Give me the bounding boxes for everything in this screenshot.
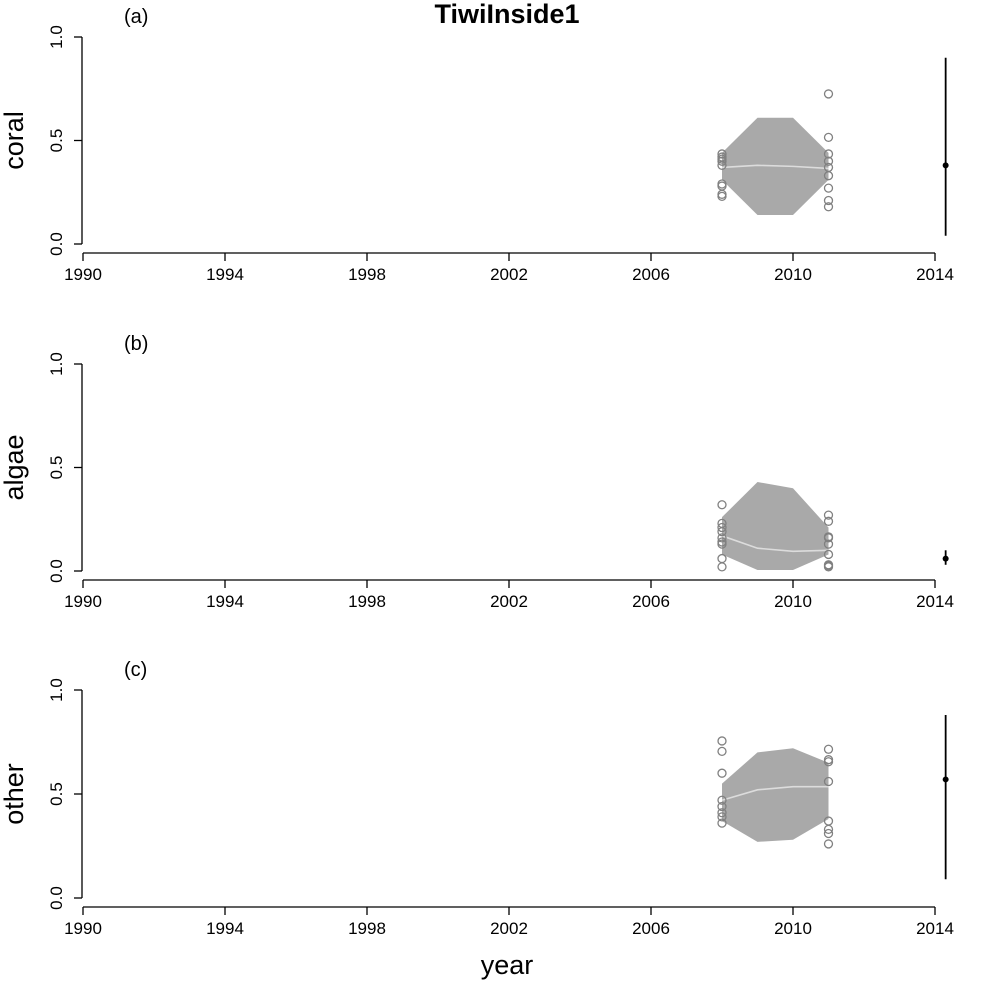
median-line [721,535,829,553]
y-tick-label: 1.0 [47,678,66,702]
y-axis-title: coral [0,111,29,170]
observation-point [717,533,727,543]
x-tick-label: 2002 [490,592,528,611]
observation-point [717,149,727,159]
observation-point [823,539,834,549]
y-tick-label: 0.5 [47,456,66,480]
observation-point [717,795,727,805]
observation-point [717,562,727,572]
observation-point [717,539,727,549]
x-tick-label: 2006 [632,265,670,284]
observation-point [823,195,834,206]
y-tick-label: 0.0 [47,886,66,910]
x-tick-label: 1998 [348,592,386,611]
x-tick-label: 1994 [206,919,244,938]
observation-point [823,516,834,526]
estimate-point [942,776,949,783]
estimate-point [942,555,949,562]
x-tick-label: 2002 [490,265,528,284]
observation-point [717,553,727,564]
panel-coral: (a) 0.0 0.5 1.0 coral 1990 1994 1998 2002 2006 201… [0,6,954,284]
y-tick-label: 0.5 [47,129,66,153]
observation-point [717,160,727,170]
panel-other: (c) 0.0 0.5 1.0 other 1990 1994 1998 2002 2006 201… [0,659,954,938]
credible-band [722,748,829,842]
observation-point [717,768,727,778]
observation-point [823,824,834,835]
observation-point [823,562,834,572]
observation-point [717,818,727,828]
observation-point [717,527,727,537]
observation-point [717,191,727,202]
x-tick-label: 1990 [64,919,102,938]
y-axis-title: other [0,763,29,825]
observation-point [823,744,834,754]
x-tick-label: 2014 [916,592,954,611]
observation-point [823,828,834,839]
observation-point [823,549,834,560]
x-tick-label: 1994 [206,592,244,611]
median-line [721,785,829,802]
observation-point [823,171,834,181]
observation-point [823,132,834,143]
x-tick-label: 1998 [348,265,386,284]
x-tick-label: 2010 [774,592,812,611]
x-tick-label: 2014 [916,919,954,938]
x-tick-label: 2006 [632,592,670,611]
observation-point [823,202,834,212]
observation-point [823,156,834,166]
x-tick-label: 2002 [490,919,528,938]
y-tick-label: 1.0 [47,25,66,49]
y-tick-label: 1.0 [47,352,66,376]
credible-band [722,481,829,570]
x-tick-label: 2006 [632,919,670,938]
panel-label: (a) [124,6,148,28]
observation-point [823,510,834,520]
x-tick-label: 1990 [64,265,102,284]
x-tick-label: 2014 [916,265,954,284]
observation-point [823,757,834,767]
x-tick-label: 1998 [348,919,386,938]
panel-algae: (b) 0.0 0.5 1.0 algae 1990 1994 1998 2002 2006 201… [0,333,954,611]
observation-point [823,776,834,787]
observation-point [823,533,834,543]
chart-title: TiwiInside1 [434,0,579,29]
estimate-point [942,162,949,169]
y-tick-label: 0.5 [47,782,66,806]
observation-point [717,808,727,818]
y-tick-label: 0.0 [47,559,66,583]
observation-point [717,500,727,510]
observation-point [823,149,834,159]
y-tick-label: 0.0 [47,232,66,256]
panel-label: (b) [124,333,148,355]
median-line [721,164,829,170]
observation-point [823,839,834,849]
observation-point [717,736,727,746]
observation-point [717,522,727,533]
x-axis-title: year [481,950,534,980]
x-tick-label: 2010 [774,919,812,938]
panels: (a) 0.0 0.5 1.0 coral 1990 1994 1998 2002 2006 201… [0,6,954,938]
x-tick-label: 1994 [206,265,244,284]
y-axis-title: algae [0,434,29,500]
x-tick-label: 1990 [64,592,102,611]
observation-point [717,746,727,757]
observation-point [717,156,727,166]
observation-point [717,812,727,822]
x-tick-label: 2010 [774,265,812,284]
observation-point [823,183,834,193]
observation-point [717,801,727,812]
observation-point [823,89,834,99]
panel-label: (c) [124,659,147,681]
